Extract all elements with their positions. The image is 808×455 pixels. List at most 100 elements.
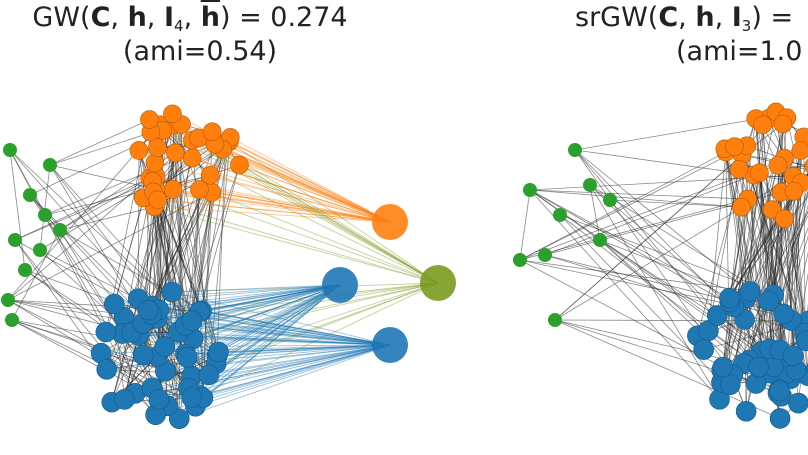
right-edge	[798, 310, 808, 404]
transport-line	[146, 284, 341, 322]
right-edge	[519, 198, 748, 261]
left-node-orange	[190, 180, 209, 199]
right-edge	[724, 148, 751, 292]
transport-line	[218, 284, 341, 353]
transport-line	[195, 284, 341, 407]
right-edge	[793, 191, 806, 334]
left-edge	[7, 299, 153, 389]
left-edge	[148, 137, 231, 311]
left-edge	[11, 229, 61, 321]
transport-line	[193, 338, 391, 346]
left-node-orange	[148, 138, 167, 157]
right-node-orange	[804, 158, 808, 174]
right-edge	[745, 124, 764, 298]
right-node-blue	[739, 281, 761, 302]
right-graph-nodes	[513, 102, 808, 429]
left-node-orange	[202, 122, 222, 142]
transport-line	[152, 284, 341, 307]
right-node-blue	[769, 408, 791, 429]
transport-line	[154, 206, 391, 223]
transport-line	[208, 284, 341, 376]
transport-line	[162, 130, 439, 284]
left-node-green	[1, 293, 15, 307]
right-node-blue	[693, 339, 714, 360]
transport-line	[199, 284, 341, 312]
transport-line	[160, 124, 439, 284]
transport-line	[143, 197, 439, 284]
right-node-orange	[768, 156, 788, 175]
right-node-green	[513, 253, 527, 267]
transport-line	[123, 282, 439, 318]
left-edge	[146, 119, 150, 322]
right-node-orange	[753, 115, 772, 135]
transport-line	[216, 344, 391, 365]
transport-line	[215, 284, 341, 365]
transport-line	[218, 344, 391, 353]
transport-line	[192, 282, 439, 340]
right-edge	[708, 152, 727, 331]
left-edge	[49, 164, 156, 190]
left-edge	[59, 177, 150, 231]
transport-line	[199, 311, 391, 346]
transport-line	[239, 164, 439, 284]
target-node-orange	[372, 204, 408, 240]
right-node-orange	[725, 137, 744, 157]
transport-line	[151, 284, 341, 316]
left-edge	[14, 177, 150, 241]
left-node-green	[33, 243, 47, 257]
right-edge	[734, 146, 774, 367]
right-panel-title: srGW(C, h, I3) =	[575, 2, 794, 35]
left-edge	[14, 239, 108, 370]
right-node-blue	[758, 290, 779, 312]
left-node-green	[8, 233, 22, 247]
transport-line	[138, 149, 391, 223]
right-edge	[722, 145, 748, 368]
left-edge	[177, 141, 230, 333]
target-node-blue-upper	[322, 267, 358, 303]
transport-line	[143, 284, 341, 356]
right-node-blue	[769, 380, 790, 402]
transport-line	[200, 284, 341, 312]
right-edge	[741, 154, 806, 334]
right-node-green	[568, 143, 582, 157]
transport-line	[212, 131, 391, 223]
transport-line	[158, 284, 341, 311]
transport-line	[122, 333, 391, 346]
right-edge	[725, 152, 731, 385]
transport-line	[149, 177, 391, 223]
right-node-orange	[750, 163, 769, 183]
transport-line	[201, 284, 341, 312]
right-edge	[529, 189, 730, 299]
right-edge	[529, 189, 762, 353]
left-edge	[199, 164, 240, 312]
right-node-blue	[782, 345, 804, 367]
left-node-green	[38, 208, 52, 222]
transport-line	[211, 192, 391, 223]
transport-line	[123, 316, 391, 346]
right-edge	[783, 218, 808, 330]
transport-line	[135, 344, 391, 394]
transport-line	[201, 310, 391, 346]
right-node-green	[538, 248, 552, 262]
transport-line	[178, 284, 341, 333]
transport-line	[185, 284, 341, 326]
right-edge	[529, 189, 787, 374]
right-node-blue	[788, 392, 808, 414]
right-node-blue	[773, 303, 794, 325]
right-edge	[544, 254, 806, 334]
transport-line	[171, 291, 391, 346]
left-edge	[11, 319, 153, 389]
left-edge	[178, 124, 182, 419]
left-edge	[9, 149, 26, 271]
transport-line	[225, 143, 391, 223]
left-edge	[59, 206, 155, 231]
right-edge	[589, 184, 601, 241]
left-node-orange	[148, 190, 167, 210]
left-edge	[208, 137, 231, 375]
transport-line	[216, 284, 341, 357]
left-node-orange	[163, 180, 183, 199]
right-node-green	[523, 183, 537, 197]
transport-line	[105, 331, 391, 346]
left-node-blue	[177, 346, 198, 368]
